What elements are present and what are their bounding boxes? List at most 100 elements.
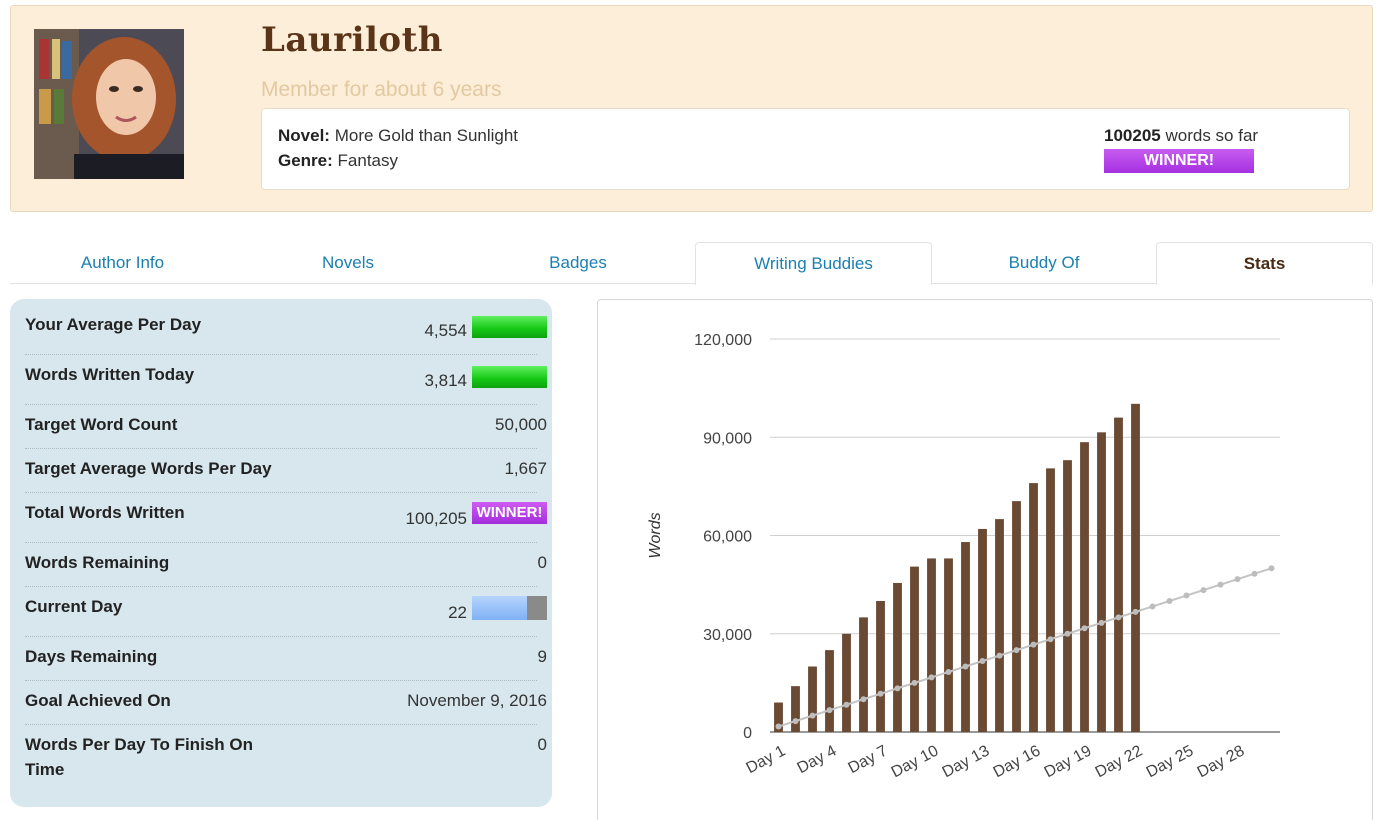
target-point <box>860 696 867 703</box>
y-tick-label: 120,000 <box>694 332 752 349</box>
stat-row-average: Your Average Per Day 4,554 <box>25 309 547 355</box>
winner-badge: WINNER! <box>472 502 547 524</box>
bar <box>1046 468 1055 732</box>
bar <box>1012 501 1021 732</box>
avatar[interactable] <box>34 29 184 179</box>
words-so-far: 100205 words so far <box>1104 126 1258 146</box>
bar <box>1131 403 1140 732</box>
genre-label: Genre: <box>278 151 333 170</box>
bar <box>791 686 800 732</box>
today-progress-bar <box>472 366 547 388</box>
bar <box>1114 417 1123 732</box>
bar <box>825 650 834 732</box>
stat-label: Words Per Day To Finish On Time <box>25 735 253 779</box>
bar <box>842 633 851 732</box>
x-tick-label: Day 22 <box>1093 742 1146 781</box>
x-tick-label: Day 25 <box>1144 742 1197 781</box>
tab-buddy-of[interactable]: Buddy Of <box>1008 253 1080 272</box>
bar <box>1080 442 1089 732</box>
target-point <box>1132 608 1139 615</box>
target-point <box>792 718 799 725</box>
stat-row-goal-achieved: Goal Achieved On November 9, 2016 <box>25 681 547 725</box>
stat-row-target-average: Target Average Words Per Day 1,667 <box>25 449 547 493</box>
bar <box>1029 483 1038 732</box>
profile-tabs: Author Info Novels Badges Writing Buddie… <box>10 242 1373 285</box>
target-point <box>1234 576 1241 583</box>
x-tick-label: Day 1 <box>743 742 788 777</box>
stat-label: Goal Achieved On <box>25 691 171 710</box>
stat-value: 22 <box>448 603 467 622</box>
tab-stats[interactable]: Stats <box>1156 242 1373 285</box>
stat-row-current-day: Current Day 22 <box>25 587 547 637</box>
stat-row-total: Total Words Written 100,205 WINNER! <box>25 493 547 543</box>
x-tick-label: Day 19 <box>1042 742 1095 781</box>
x-tick-label: Day 4 <box>794 742 839 777</box>
target-point <box>928 674 935 681</box>
target-point <box>996 652 1003 659</box>
y-tick-label: 60,000 <box>703 529 752 546</box>
bar <box>1097 432 1106 732</box>
novel-line: Novel: More Gold than Sunlight <box>278 126 518 146</box>
words-suffix: words so far <box>1165 126 1259 145</box>
stat-value: 0 <box>537 735 547 754</box>
bar <box>927 558 936 732</box>
target-point <box>1098 619 1105 626</box>
bar <box>774 702 783 732</box>
stat-row-remaining: Words Remaining 0 <box>25 543 547 587</box>
stat-label: Your Average Per Day <box>25 315 202 334</box>
stat-row-target: Target Word Count 50,000 <box>25 405 547 449</box>
word-count-chart: 0 30,000 60,000 90,000 120,000 Words Day 1 Day … <box>597 299 1373 820</box>
target-point <box>911 679 918 686</box>
stat-row-today: Words Written Today 3,814 <box>25 355 547 405</box>
stat-label: Current Day <box>25 597 123 616</box>
avatar-photo <box>34 29 184 179</box>
y-tick-label: 30,000 <box>703 627 752 644</box>
tab-novels[interactable]: Novels <box>322 253 374 272</box>
target-point <box>1268 565 1275 572</box>
tab-author-info[interactable]: Author Info <box>80 253 165 272</box>
stat-label: Words Remaining <box>25 553 170 572</box>
tab-writing-buddies[interactable]: Writing Buddies <box>695 242 932 285</box>
target-point <box>1081 625 1088 632</box>
target-point <box>1149 603 1156 610</box>
target-point <box>1183 592 1190 599</box>
stat-label: Words Written Today <box>25 365 195 384</box>
bar <box>859 617 868 732</box>
stat-value: 4,554 <box>424 321 467 340</box>
tab-badges[interactable]: Badges <box>549 253 607 272</box>
target-point <box>1013 647 1020 654</box>
stat-label: Total Words Written <box>25 503 185 522</box>
bar <box>1063 460 1072 732</box>
target-point <box>1064 630 1071 637</box>
stat-label: Target Average Words Per Day <box>25 459 272 478</box>
stat-value: November 9, 2016 <box>407 691 547 710</box>
target-point <box>1251 570 1258 577</box>
x-tick-label: Day 28 <box>1195 742 1248 781</box>
average-progress-bar <box>472 316 547 338</box>
current-day-progress-bar <box>472 596 547 620</box>
word-count: 100205 <box>1104 126 1161 145</box>
bar <box>808 666 817 732</box>
stat-value: 9 <box>537 647 547 666</box>
stat-value: 3,814 <box>424 371 467 390</box>
target-point <box>1166 598 1173 604</box>
target-line <box>778 567 1272 728</box>
x-tick-label: Day 13 <box>940 742 993 781</box>
bar <box>961 542 970 732</box>
stat-row-finish: Words Per Day To Finish On Time 0 <box>25 725 547 791</box>
novel-title[interactable]: More Gold than Sunlight <box>334 126 519 145</box>
target-point <box>894 685 901 692</box>
bar <box>893 582 902 732</box>
bar <box>995 519 1004 732</box>
target-point <box>945 668 952 675</box>
target-point <box>1030 641 1037 648</box>
target-point <box>826 707 833 714</box>
target-point <box>843 701 850 708</box>
target-point <box>775 723 782 730</box>
bar <box>910 566 919 732</box>
y-tick-label: 0 <box>743 725 752 742</box>
target-point <box>1200 587 1207 594</box>
x-tick-label: Day 7 <box>845 742 890 777</box>
stat-value: 1,667 <box>504 459 547 478</box>
